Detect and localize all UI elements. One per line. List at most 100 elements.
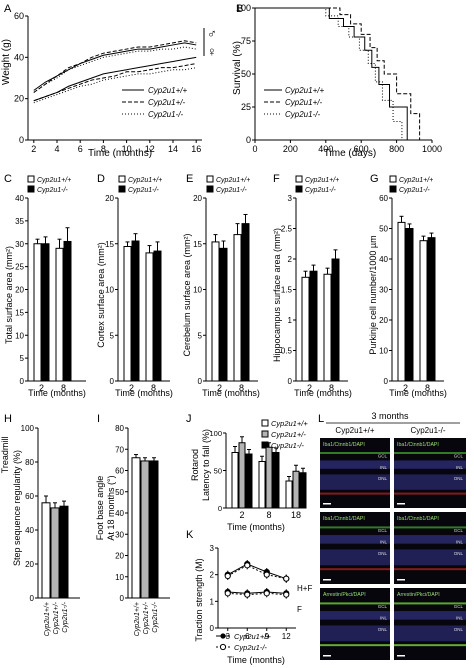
legend-k-ko-marker (219, 643, 227, 651)
x-tick-label: 3 (226, 632, 231, 641)
x-tick-label: 8 (61, 383, 66, 393)
legend-j-het-swatch (261, 430, 269, 438)
inl-band (320, 611, 390, 620)
y-tick-label: 30 (15, 240, 24, 249)
survival-step-line (255, 7, 408, 140)
x-tick-label: 2 (31, 144, 36, 154)
inl-band (394, 611, 466, 620)
panel-label-c: C (4, 173, 12, 185)
panel-f-ylabel: Hippocampus surface area (mm²) (272, 228, 282, 362)
micro-tiles: Iba1/Ctnnb1/DAPIGCLINLONLIba1/Ctnnb1/DAP… (320, 438, 466, 660)
bar (427, 237, 436, 382)
onl-band (320, 474, 390, 490)
legend-j-het: Cyp2u1+/- (271, 430, 306, 439)
y-tick-label: 20 (115, 552, 124, 561)
female-symbol: ♀ (207, 44, 217, 59)
y-tick-label: 100 (21, 424, 35, 433)
green-signal (394, 526, 466, 529)
panel-i-ylabel-2: At 18 months (°) (106, 475, 116, 540)
x-tick-label: 8 (101, 144, 106, 154)
y-tick-label: 25 (241, 102, 251, 112)
bar (233, 234, 242, 382)
panel-label-h: H (4, 413, 12, 425)
x-tick-label: 2 (129, 383, 134, 393)
category-label: Cyp2u1+/- (143, 601, 150, 634)
layer-label: GCL (378, 528, 388, 533)
legend-row2: Cyp2u1+/+ Cyp2u1-/- Cyp2u1+/+ Cyp2u1-/- … (27, 175, 433, 194)
signal-line (394, 492, 466, 495)
traction-line (227, 563, 287, 580)
legend-j-ko: Cyp2u1-/- (271, 441, 304, 450)
panel-j-ylabel-2: Latency to fall (%) (201, 429, 211, 501)
y-tick-label: 0 (218, 504, 222, 513)
legend-k-wt: Cyp2u1+/+ (234, 632, 271, 641)
legend-g-wt: Cyp2u1+/+ (399, 177, 433, 184)
y-tick-label: 5 (20, 354, 25, 363)
x-tick-label: 1000 (422, 144, 442, 154)
signal-line (394, 568, 466, 571)
y-tick-label: 1.5 (281, 286, 293, 295)
bar (405, 228, 414, 382)
layer-label: INL (456, 465, 464, 470)
x-tick-label: 9 (265, 632, 270, 641)
panel-h-ylabel-1: Treadmill (0, 437, 10, 474)
layer-label: ONL (454, 476, 464, 481)
x-tick-label: 0 (252, 144, 257, 154)
panel-k-legend: Cyp2u1+/+ Cyp2u1-/- (216, 632, 271, 652)
panel-j-legend: Cyp2u1+/+ Cyp2u1+/- Cyp2u1-/- (261, 419, 308, 450)
y-tick-label: 20 (105, 194, 114, 203)
x-tick-label: 18 (291, 510, 301, 520)
panel-l-microscopy: 3 months Cyp2u1+/+ Cyp2u1-/- Iba1/Ctnnb1… (320, 411, 466, 660)
legend-d-wt: Cyp2u1+/+ (128, 177, 162, 184)
axes-A: 0 20 40 60 2 4 6 8 10 12 14 16 (14, 11, 205, 154)
axes-C: 0 5 10 15 20 25 30 35 40 2 8 (15, 194, 86, 393)
stain-label: Arrestin/Pkci/DAPI (397, 592, 440, 598)
panel-i-ylabel-1: Foot base angle (95, 476, 105, 541)
panel-e-ylabel: Cerebelum surface area (mm²) (182, 233, 192, 356)
legend-f-ko: Cyp2u1-/- (305, 187, 336, 194)
layer-label: INL (456, 616, 464, 621)
y-tick-label: 75 (241, 36, 251, 46)
bar (238, 442, 246, 509)
tile-background (394, 588, 466, 660)
y-tick-label: 3 (210, 544, 215, 553)
y-tick-label: 35 (15, 217, 24, 226)
y-tick-label: 60 (115, 467, 124, 476)
signal-line (394, 644, 466, 647)
traction-marker (244, 562, 251, 569)
y-tick-label: 60 (14, 11, 24, 21)
traction-marker (224, 590, 231, 597)
traction-marker (263, 590, 270, 597)
scale-bar (323, 579, 331, 581)
bar (211, 241, 220, 382)
bar (309, 270, 318, 382)
stain-label: Iba1/Ctnnb1/DAPI (323, 516, 365, 522)
axes-I: 0 10 20 30 40 50 60 70 80 Cyp2u1+/+ Cyp2u1+/- Cyp2u… (115, 424, 170, 636)
panel-f-xlabel: Time (months) (294, 388, 352, 398)
x-tick-label: 8 (425, 383, 430, 393)
legend-e-wt-swatch (206, 175, 214, 183)
green-signal (394, 602, 466, 605)
bar (55, 247, 64, 382)
legend-j-wt: Cyp2u1+/+ (271, 419, 308, 428)
legend-c-wt-swatch (27, 175, 35, 183)
panel-label-f: F (273, 173, 280, 185)
y-tick-label: 15 (15, 308, 24, 317)
green-signal (320, 526, 390, 529)
bar (41, 502, 51, 599)
y-tick-label: 0 (198, 377, 203, 386)
legend-c-ko-swatch (27, 185, 35, 193)
panel-c-xlabel: Time (months) (28, 388, 86, 398)
category-label: Cyp2u1-/- (62, 601, 69, 632)
legend-d-ko: Cyp2u1-/- (128, 187, 159, 194)
bar (59, 505, 69, 599)
y-tick-label: 0 (120, 594, 125, 603)
axes-E: 0 5 10 15 20 2 8 (193, 194, 258, 393)
layer-label: GCL (454, 454, 464, 459)
green-signal (320, 452, 390, 454)
y-tick-label: 40 (14, 52, 24, 62)
axes-F: 0 0.5 1 1.5 2 2.5 3 2 8 (281, 194, 348, 393)
tile-background (320, 588, 390, 660)
layer-label: ONL (378, 476, 388, 481)
